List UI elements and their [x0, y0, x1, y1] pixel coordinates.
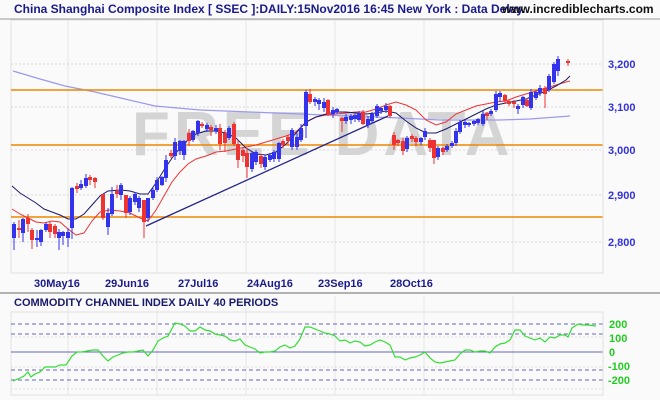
x-tick-30may16: 30May16: [34, 278, 80, 290]
cci-tick-minus200: -200: [608, 375, 630, 387]
price-panel: FREE DATA: [10, 19, 636, 290]
cci-panel: 200 100 0 -100 -200: [10, 296, 630, 396]
y-tick-3000: 3,000: [608, 145, 636, 157]
ema-long-line: [11, 80, 571, 236]
y-tick-2900: 2,900: [608, 190, 636, 202]
x-tick-27jul16: 27Jul16: [178, 278, 218, 290]
y-tick-3100: 3,100: [608, 102, 636, 114]
cci-line: [12, 322, 597, 382]
cci-tick-0: 0: [609, 347, 615, 359]
price-plot-area: [10, 19, 604, 274]
price-x-axis: 30May16 29Jun16 27Jul16 24Aug16 23Sep16 …: [34, 278, 433, 290]
y-tick-2800: 2,800: [608, 237, 636, 249]
x-tick-28oct16: 28Oct16: [390, 278, 433, 290]
cci-bands: [11, 323, 603, 381]
y-tick-3200: 3,200: [608, 59, 636, 71]
x-tick-29jun16: 29Jun16: [105, 278, 149, 290]
cci-y-axis: 200 100 0 -100 -200: [608, 319, 630, 387]
x-tick-24aug16: 24Aug16: [247, 278, 293, 290]
price-vgrid: [67, 20, 514, 273]
cci-vgrid: [67, 296, 514, 395]
chart-title: China Shanghai Composite Index [ SSEC ]:…: [14, 2, 529, 16]
cci-tick-minus100: -100: [608, 361, 630, 373]
cci-tick-100: 100: [609, 333, 627, 345]
cci-tick-200: 200: [609, 319, 627, 331]
cci-hgrid: [11, 336, 603, 390]
site-url[interactable]: www.incrediblecharts.com: [502, 2, 654, 16]
candles: [12, 56, 570, 250]
trendline: [145, 115, 389, 227]
x-tick-23sep16: 23Sep16: [318, 278, 363, 290]
price-y-axis: 3,200 3,100 3,000 2,900 2,800: [608, 59, 636, 249]
cci-panel-title: COMMODITY CHANNEL INDEX DAILY 40 PERIODS: [14, 297, 279, 309]
